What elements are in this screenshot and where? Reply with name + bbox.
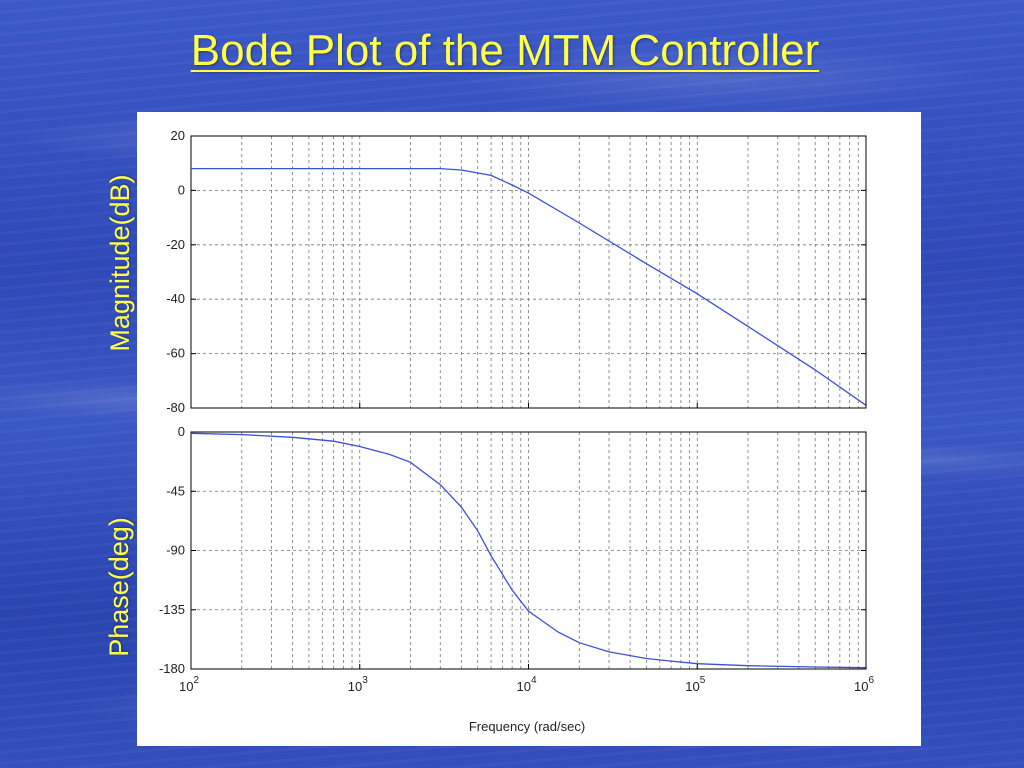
frequency-axis-label: Frequency (rad/sec) xyxy=(469,719,585,734)
magnitude-ytick-label: 0 xyxy=(178,182,185,197)
magnitude-ytick-label: 20 xyxy=(171,128,185,143)
xtick-exponent: 2 xyxy=(193,675,199,686)
xtick-label: 103 xyxy=(348,675,368,694)
magnitude-axis-label: Magnitude(dB) xyxy=(105,174,135,352)
xtick-label: 105 xyxy=(685,675,705,694)
phase-ytick-label: -90 xyxy=(166,543,185,558)
phase-ytick-label: 0 xyxy=(178,424,185,439)
magnitude-ytick-label: -80 xyxy=(166,400,185,415)
xtick-label: 104 xyxy=(516,675,536,694)
phase-ytick-label: -45 xyxy=(166,483,185,498)
phase-plot: 0 -45 -90 -135 -180 xyxy=(159,424,867,676)
xtick-label: 102 xyxy=(179,675,199,694)
xtick-exponent: 3 xyxy=(362,675,368,686)
phase-series-line xyxy=(190,432,867,669)
magnitude-ytick-label: -20 xyxy=(166,237,185,252)
magnitude-plot: 20 0 -20 -40 -60 -80 xyxy=(166,128,867,415)
xtick-exponent: 6 xyxy=(868,675,874,686)
slide-title: Bode Plot of the MTM Controller xyxy=(190,26,820,75)
frequency-axis: 102 103 104 105 106 xyxy=(179,403,874,694)
xtick-label: 106 xyxy=(854,675,874,694)
magnitude-series-line xyxy=(191,167,867,406)
xtick-exponent: 5 xyxy=(700,675,706,686)
xtick-exponent: 4 xyxy=(531,675,537,686)
magnitude-ytick-label: -60 xyxy=(166,346,185,361)
bode-figure: 20 0 -20 -40 -60 -80 0 -45 -90 -135 -180 102 103 10… xyxy=(137,112,921,746)
magnitude-ytick-label: -40 xyxy=(166,291,185,306)
bode-plot: 200-20-40-60-80 0-45-90-135-180 102 103 10… xyxy=(159,128,874,734)
phase-ytick-label: -180 xyxy=(159,661,185,676)
phase-ytick-label: -135 xyxy=(159,602,185,617)
magnitude-axes-box xyxy=(190,135,867,409)
phase-axis-label: Phase(deg) xyxy=(104,517,134,657)
